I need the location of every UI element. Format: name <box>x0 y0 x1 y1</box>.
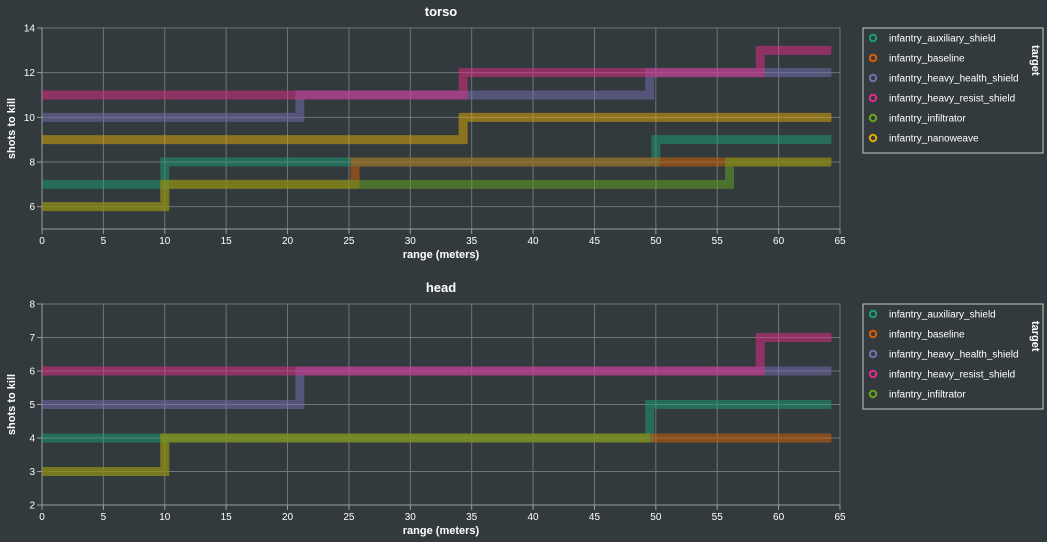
x-tick-label: 30 <box>405 512 417 523</box>
legend-title: target <box>1029 321 1041 352</box>
legend-box <box>862 303 1044 410</box>
legend-marker-infantry_baseline <box>868 329 878 339</box>
legend-label: infantry_auxiliary_shield <box>889 34 996 45</box>
x-tick-label: 55 <box>712 236 724 247</box>
y-tick-label: 2 <box>29 501 35 512</box>
series-line-infantry_auxiliary_shield <box>42 400 832 443</box>
y-tick-label: 12 <box>24 68 36 79</box>
x-tick-label: 20 <box>282 512 294 523</box>
legend-label: infantry_auxiliary_shield <box>889 310 996 321</box>
x-tick-label: 15 <box>221 512 233 523</box>
legend-label: infantry_heavy_health_shield <box>889 74 1019 85</box>
x-tick-label: 5 <box>101 512 107 523</box>
x-tick-label: 65 <box>834 512 846 523</box>
y-axis-label: shots to kill <box>6 374 18 435</box>
legend-marker-infantry_heavy_health_shield <box>868 73 878 83</box>
legend-marker-infantry_infiltrator <box>868 389 878 399</box>
x-tick-label: 25 <box>343 236 355 247</box>
legend: infantry_auxiliary_shield infantry_baseli… <box>862 303 1044 410</box>
x-tick-label: 60 <box>773 512 785 523</box>
x-tick-label: 45 <box>589 236 601 247</box>
x-tick-label: 10 <box>159 236 171 247</box>
y-tick-label: 5 <box>29 400 35 411</box>
legend-label: infantry_baseline <box>889 330 965 341</box>
x-tick-label: 0 <box>39 236 45 247</box>
chart-title: torso <box>425 4 458 19</box>
x-tick-label: 25 <box>343 512 355 523</box>
legend-label: infantry_infiltrator <box>889 390 966 401</box>
legend-title: target <box>1029 45 1041 76</box>
chart-title: head <box>426 280 456 295</box>
series-line-infantry_infiltrator <box>42 433 650 476</box>
y-tick-label: 7 <box>29 333 35 344</box>
x-tick-label: 30 <box>405 236 417 247</box>
x-tick-label: 50 <box>650 236 662 247</box>
y-axis-label: shots to kill <box>6 98 18 159</box>
legend-marker-infantry_heavy_resist_shield <box>868 369 878 379</box>
x-tick-label: 40 <box>528 512 540 523</box>
x-tick-label: 65 <box>834 236 846 247</box>
legend-label: infantry_heavy_health_shield <box>889 350 1019 361</box>
legend-marker-infantry_auxiliary_shield <box>868 33 878 43</box>
legend-label: infantry_heavy_resist_shield <box>889 94 1015 105</box>
x-tick-label: 20 <box>282 236 294 247</box>
legend-box <box>862 27 1044 154</box>
chart-panel-head: 0 5 10 15 20 25 30 35 40 45 50 55 60 652345678headran… <box>6 280 1044 537</box>
legend-marker-infantry_nanoweave <box>868 133 878 143</box>
x-tick-label: 10 <box>159 512 171 523</box>
y-tick-label: 6 <box>29 202 35 213</box>
x-tick-label: 55 <box>712 512 724 523</box>
legend-marker-infantry_auxiliary_shield <box>868 309 878 319</box>
x-tick-label: 0 <box>39 512 45 523</box>
series-line-infantry_nanoweave <box>42 112 832 145</box>
series-line-infantry_heavy_resist_shield <box>42 333 832 376</box>
legend-label: infantry_nanoweave <box>889 134 979 145</box>
legend-marker-infantry_heavy_resist_shield <box>868 93 878 103</box>
x-axis-label: range (meters) <box>403 525 480 537</box>
x-tick-label: 15 <box>221 236 233 247</box>
legend-marker-infantry_infiltrator <box>868 113 878 123</box>
legend-marker-infantry_heavy_health_shield <box>868 349 878 359</box>
series-line-infantry_heavy_resist_shield <box>42 45 832 100</box>
y-tick-label: 10 <box>24 113 36 124</box>
x-tick-label: 35 <box>466 512 478 523</box>
x-tick-label: 45 <box>589 512 601 523</box>
x-tick-label: 60 <box>773 236 785 247</box>
x-axis-label: range (meters) <box>403 249 480 261</box>
x-tick-label: 50 <box>650 512 662 523</box>
y-tick-label: 4 <box>29 434 35 445</box>
grid <box>41 27 841 229</box>
x-tick-label: 40 <box>528 236 540 247</box>
series-line-infantry_infiltrator <box>42 157 832 212</box>
legend: infantry_auxiliary_shield infantry_baseli… <box>862 27 1044 154</box>
legend-marker-infantry_baseline <box>868 53 878 63</box>
y-tick-label: 8 <box>29 300 35 311</box>
chart-panel-torso: 0 5 10 15 20 25 30 35 40 45 50 55 60 65 6 8 10 12 14 torso r… <box>6 4 1044 261</box>
series-group <box>42 333 832 476</box>
y-tick-label: 3 <box>29 467 35 478</box>
legend-label: infantry_baseline <box>889 54 965 65</box>
x-tick-label: 35 <box>466 236 478 247</box>
y-tick-label: 14 <box>24 24 36 35</box>
legend-label: infantry_infiltrator <box>889 114 966 125</box>
y-tick-label: 8 <box>29 158 35 169</box>
legend-label: infantry_heavy_resist_shield <box>889 370 1015 381</box>
series-line-infantry_heavy_health_shield <box>42 366 832 409</box>
x-tick-label: 5 <box>101 236 107 247</box>
y-tick-label: 6 <box>29 367 35 378</box>
series-group <box>42 45 832 212</box>
